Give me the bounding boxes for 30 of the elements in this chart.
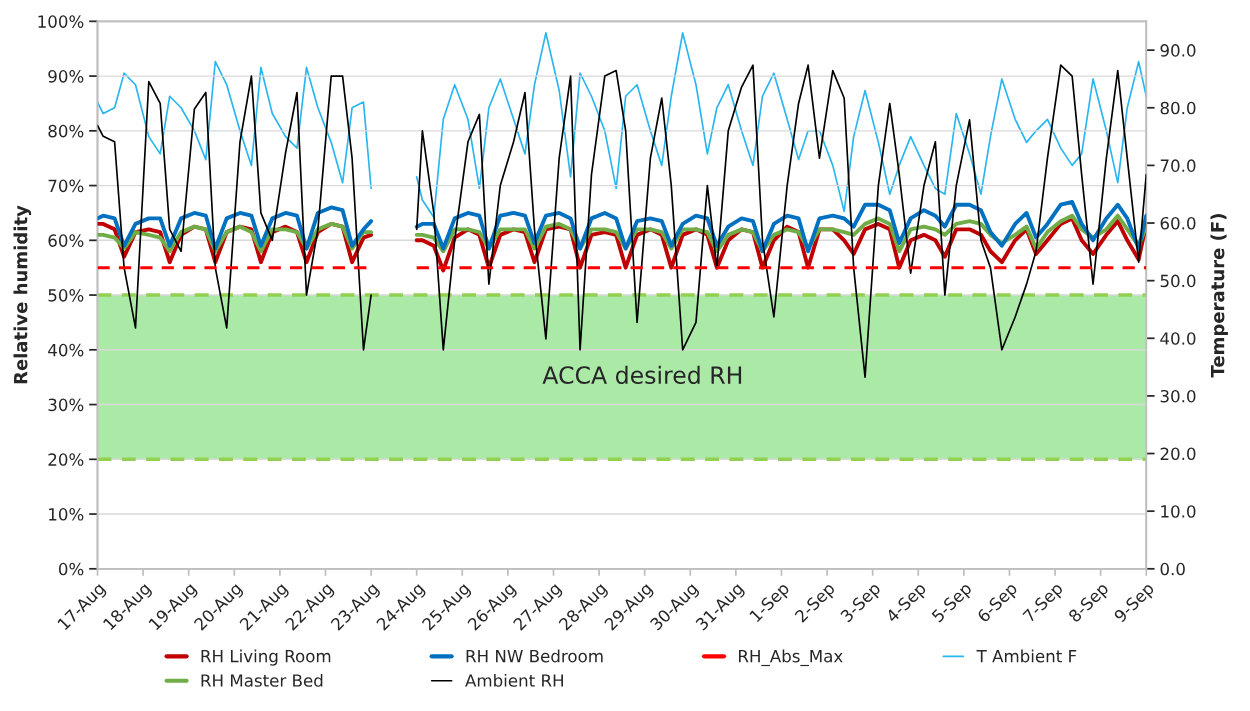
y2-tick-label: 20.0: [1160, 447, 1196, 461]
y-tick-label: 30%: [48, 398, 84, 412]
y-tick-label: 50%: [48, 289, 84, 302]
legend-label: RH NW Bedroom: [466, 649, 603, 663]
y-tick-label: 80%: [48, 124, 84, 138]
y2-tick-label: 40.0: [1160, 332, 1196, 345]
y-tick-label: 10%: [49, 508, 84, 521]
band-label: ACCA desired RH: [542, 365, 742, 385]
y2-tick-label: 80.0: [1160, 101, 1196, 115]
legend-label: RH_Abs_Max: [738, 649, 843, 667]
y2-tick-label: 10.0: [1161, 505, 1196, 518]
y-tick-label: 70%: [48, 179, 84, 193]
y-tick-label: 90%: [48, 70, 84, 83]
y2-tick-label: 30.0: [1160, 389, 1196, 403]
legend-label: RH Living Room: [201, 649, 331, 666]
y2-tick-label: 50.0: [1160, 274, 1196, 288]
y-tick-label: 40%: [48, 343, 84, 357]
y2-tick-label: 70.0: [1160, 159, 1196, 172]
y-tick-label: 100%: [38, 15, 84, 28]
y2-tick-label: 60.0: [1160, 216, 1196, 230]
y-tick-label: 0%: [58, 562, 84, 576]
y2-tick-label: 90.0: [1160, 44, 1196, 57]
legend-label: T Ambient F: [976, 649, 1077, 663]
y2-tick-label: 0.0: [1160, 562, 1185, 576]
y2-axis-title: Temperature (F): [1210, 214, 1228, 378]
y-axis-title: Relative humidity: [13, 205, 32, 384]
legend-label: RH Master Bed: [201, 673, 323, 687]
y-tick-label: 60%: [48, 234, 84, 247]
legend-label: Ambient RH: [465, 673, 563, 687]
y-tick-label: 20%: [48, 453, 84, 466]
